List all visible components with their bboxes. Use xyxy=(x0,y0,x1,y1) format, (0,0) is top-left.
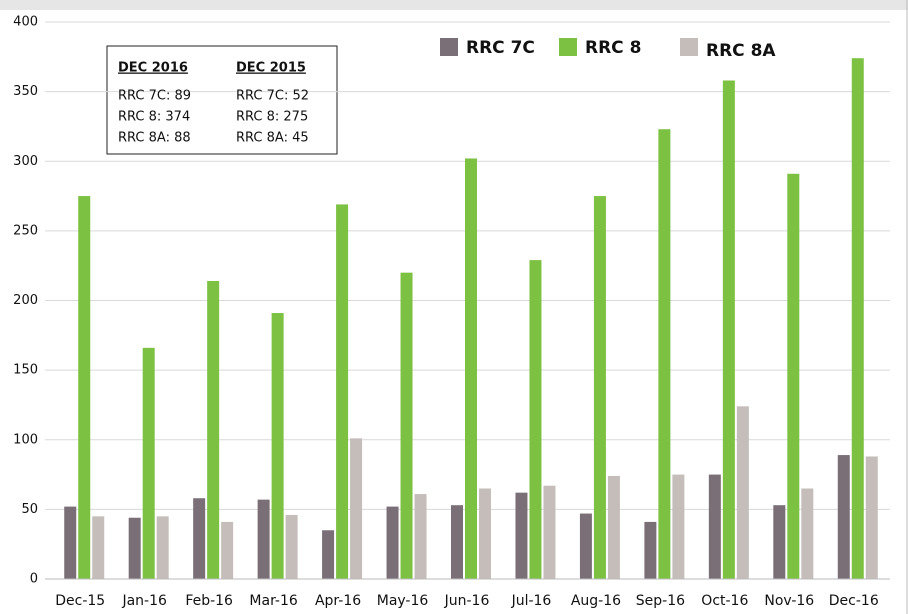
bar xyxy=(64,506,77,579)
annotation-line: RRC 7C: 89 xyxy=(118,89,191,104)
y-tick-label: 200 xyxy=(13,293,38,308)
annotation-line: RRC 8: 374 xyxy=(118,110,190,125)
bar xyxy=(128,517,141,579)
bar xyxy=(529,260,542,579)
annotation-box xyxy=(106,45,338,155)
bar xyxy=(607,475,620,579)
bar xyxy=(851,58,864,579)
x-tick-label: Mar-16 xyxy=(249,593,297,609)
bar xyxy=(386,506,399,579)
y-tick-label: 0 xyxy=(30,572,38,587)
x-tick-label: Sep-16 xyxy=(636,593,685,609)
y-tick-label: 150 xyxy=(13,363,38,378)
bar xyxy=(837,455,850,579)
y-tick-label: 400 xyxy=(13,15,38,30)
bar xyxy=(156,516,169,579)
annotation-line: RRC 7C: 52 xyxy=(236,89,309,104)
legend-label: RRC 8 xyxy=(585,38,641,58)
x-tick-label: Nov-16 xyxy=(764,593,814,609)
bar xyxy=(722,80,735,580)
annotation-line: RRC 8A: 88 xyxy=(118,131,191,146)
bar xyxy=(672,474,685,579)
bar xyxy=(773,505,786,579)
x-tick-label: Feb-16 xyxy=(185,593,233,609)
bar xyxy=(658,129,671,579)
top-bar xyxy=(0,0,908,10)
x-tick-label: Dec-15 xyxy=(55,593,105,609)
y-tick-label: 100 xyxy=(13,432,38,447)
x-tick-label: Jul-16 xyxy=(511,593,552,609)
legend-swatch xyxy=(559,38,577,56)
legend-swatch xyxy=(440,38,458,56)
x-tick-label: Aug-16 xyxy=(571,593,621,609)
bar xyxy=(708,474,721,579)
y-tick-label: 350 xyxy=(13,84,38,99)
bar xyxy=(142,347,155,579)
y-tick-label: 250 xyxy=(13,223,38,238)
bar xyxy=(644,521,657,579)
bar xyxy=(336,204,349,580)
bar xyxy=(451,505,463,579)
legend-label: RRC 8A xyxy=(706,41,776,61)
bar xyxy=(465,158,477,579)
bar xyxy=(221,521,234,579)
bar xyxy=(322,530,335,579)
annotation-line: RRC 8A: 45 xyxy=(236,131,309,146)
x-tick-label: Oct-16 xyxy=(701,593,748,609)
bar xyxy=(736,406,749,579)
annotation-line: RRC 8: 275 xyxy=(236,110,308,125)
bar xyxy=(414,494,427,579)
bar xyxy=(479,488,491,579)
bar xyxy=(593,196,606,579)
x-tick-label: Apr-16 xyxy=(315,593,361,609)
bar xyxy=(543,485,556,579)
bar xyxy=(515,492,528,579)
bar xyxy=(92,516,105,579)
legend-swatch xyxy=(680,38,698,56)
bar xyxy=(257,499,270,579)
x-tick-label: May-16 xyxy=(377,593,429,609)
x-tick-label: Jun-16 xyxy=(444,593,490,609)
x-tick-label: Dec-16 xyxy=(829,593,879,609)
legend-label: RRC 7C xyxy=(466,38,535,58)
x-tick-label: Jan-16 xyxy=(121,593,167,609)
bar xyxy=(801,488,814,579)
bar xyxy=(78,196,91,579)
annotation-heading: DEC 2015 xyxy=(236,61,306,76)
bar xyxy=(285,514,298,579)
bar xyxy=(787,173,800,579)
bar xyxy=(865,456,878,579)
y-tick-label: 50 xyxy=(21,502,38,517)
bar xyxy=(400,272,413,579)
y-tick-label: 300 xyxy=(13,154,38,169)
annotation-heading: DEC 2016 xyxy=(118,61,188,76)
bar xyxy=(207,281,220,579)
bar xyxy=(579,513,592,579)
bar xyxy=(193,498,206,579)
bar xyxy=(271,313,284,579)
bar xyxy=(350,438,363,579)
